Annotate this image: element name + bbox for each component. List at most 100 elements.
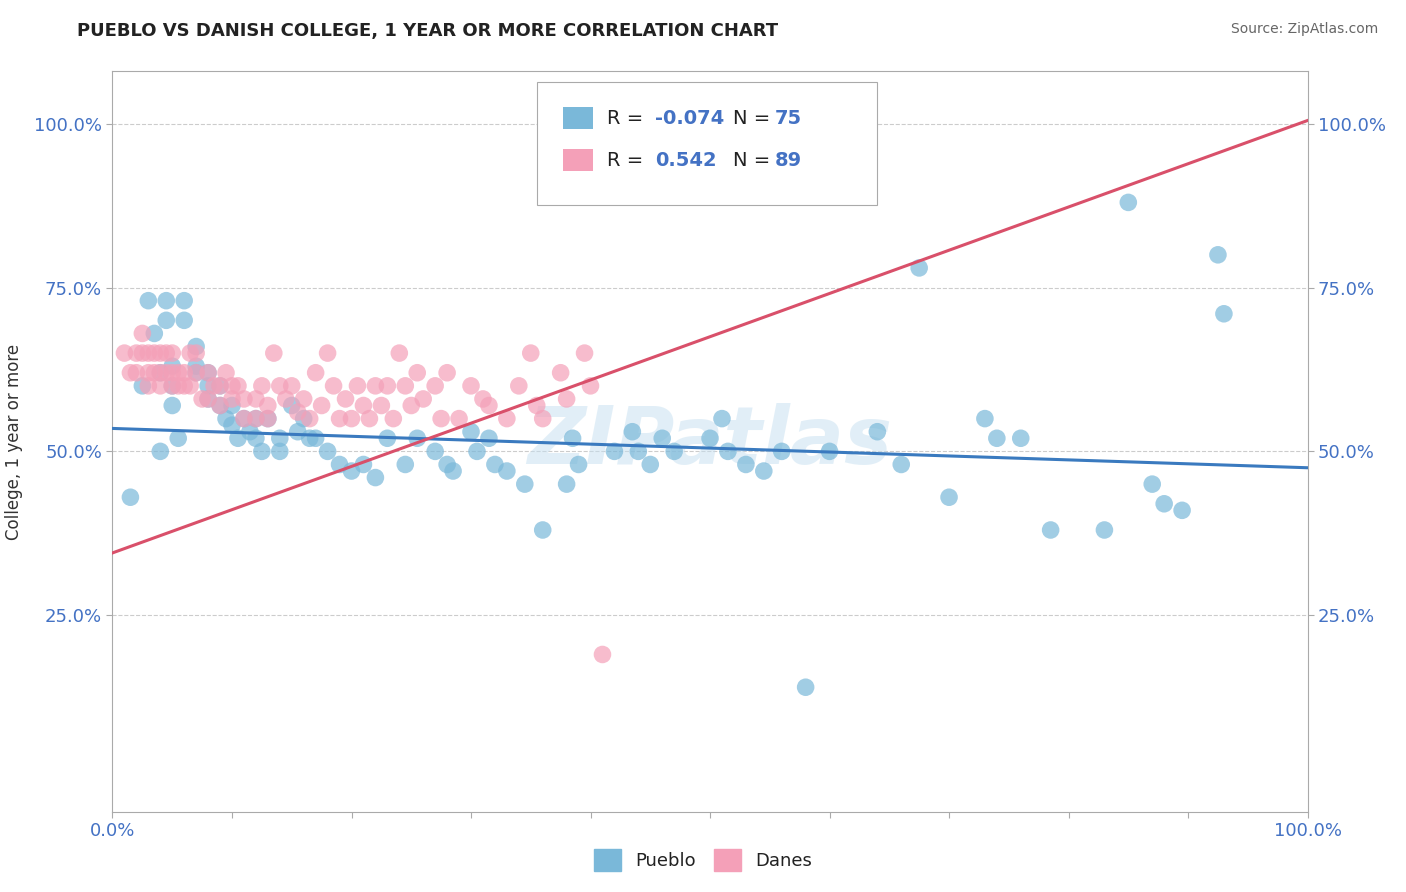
Point [274,392,297,406]
Point [322,379,344,393]
Point [149,444,172,458]
Point [125,346,148,360]
Point [162,359,183,374]
Point [752,129,775,144]
Point [1171,503,1194,517]
Point [496,411,519,425]
Point [167,366,190,380]
Point [316,346,339,360]
Point [394,379,416,393]
Point [329,458,352,472]
Point [568,458,591,472]
Point [425,379,447,393]
Point [197,392,219,406]
Point [186,339,208,353]
FancyBboxPatch shape [537,82,877,204]
Point [770,444,793,458]
Point [436,366,458,380]
Point [179,346,201,360]
Point [179,379,201,393]
Text: 89: 89 [775,151,801,169]
Point [257,399,280,413]
Text: 75: 75 [775,109,801,128]
Point [472,392,495,406]
Point [233,392,256,406]
Point [555,477,578,491]
Point [1206,248,1229,262]
Point [478,399,501,413]
Point [298,411,321,425]
Point [186,359,208,374]
Point [377,431,399,445]
Point [173,366,195,380]
Point [531,523,554,537]
Point [269,431,291,445]
Point [250,444,273,458]
Y-axis label: College, 1 year or more: College, 1 year or more [6,343,22,540]
Point [143,366,166,380]
Point [561,431,583,445]
Point [138,346,160,360]
Point [1010,431,1032,445]
Point [197,366,219,380]
Point [377,379,399,393]
Text: ZIPatlas: ZIPatlas [527,402,893,481]
Point [257,411,280,425]
Legend: Pueblo, Danes: Pueblo, Danes [586,842,820,879]
Point [281,379,304,393]
Point [191,392,214,406]
Point [382,411,405,425]
Point [162,379,183,393]
Point [974,411,997,425]
Point [209,399,232,413]
Point [890,458,912,472]
Point [250,379,273,393]
Text: R =: R = [607,109,650,128]
FancyBboxPatch shape [562,149,593,171]
Point [197,366,219,380]
Point [441,464,464,478]
Point [173,313,195,327]
Point [221,418,243,433]
Point [394,458,416,472]
Point [478,431,501,445]
Point [531,411,554,425]
Point [406,366,429,380]
Point [120,490,142,504]
Point [579,379,602,393]
Point [627,444,650,458]
Point [239,425,262,439]
Point [197,379,219,393]
Point [245,411,267,425]
Point [155,366,177,380]
Point [1094,523,1116,537]
Text: 0.542: 0.542 [655,151,717,169]
Point [162,379,183,393]
Point [352,399,374,413]
Point [401,399,423,413]
Point [1153,497,1175,511]
Point [221,399,243,413]
Point [155,313,177,327]
Point [125,366,148,380]
Point [555,392,578,406]
Point [1118,195,1140,210]
Point [155,346,177,360]
Point [1039,523,1062,537]
Point [173,379,195,393]
Point [138,293,160,308]
Point [215,366,238,380]
Point [1142,477,1164,491]
Point [664,444,686,458]
Text: N =: N = [733,109,776,128]
Point [1213,307,1236,321]
Point [592,648,614,662]
Point [215,411,238,425]
Point [603,444,626,458]
Point [651,431,673,445]
Point [257,411,280,425]
Point [316,444,339,458]
Point [359,411,381,425]
Point [245,431,267,445]
Point [520,346,543,360]
